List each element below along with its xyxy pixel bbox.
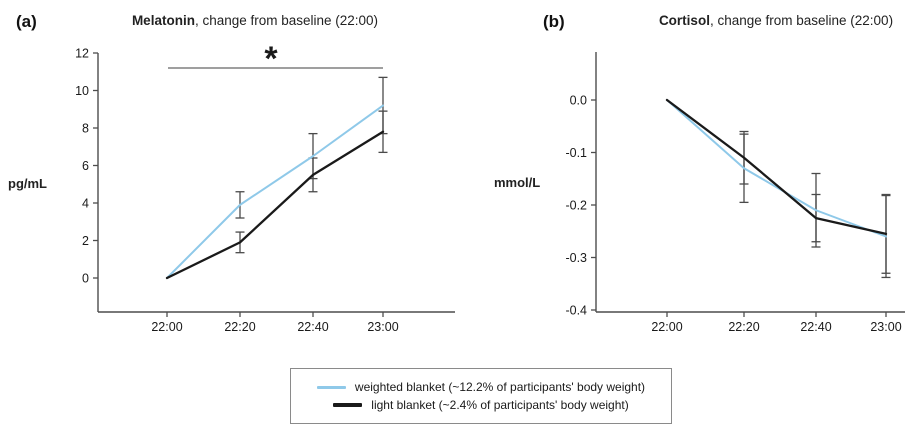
svg-text:-0.4: -0.4 [565, 304, 587, 318]
weighted-blanket-legend-label: weighted blanket (~12.2% of participants… [354, 380, 646, 394]
legend-item-weighted-blanket: weighted blanket (~12.2% of participants… [316, 380, 646, 394]
melatonin-chart: 12 10 8 6 4 2 0 22:00 22:20 22:40 23:00 * [75, 40, 455, 334]
svg-text:2: 2 [82, 234, 89, 248]
cortisol-title-desc: , change from baseline (22:00) [709, 13, 894, 28]
cortisol-y-axis-unit: mmol/L [494, 175, 541, 190]
cortisol-chart-title: Cortisol, change from baseline (22:00) [576, 13, 918, 28]
svg-text:-0.1: -0.1 [565, 146, 587, 160]
light-blanket-legend-label: light blanket (~2.4% of participants' bo… [371, 398, 629, 412]
light-blanket-line-sample [333, 403, 363, 407]
panel-label-b: (b) [543, 12, 565, 31]
cortisol-title-hormone: Cortisol [658, 13, 710, 28]
svg-text:22:00: 22:00 [651, 320, 682, 334]
svg-text:0: 0 [82, 272, 89, 286]
legend-item-light-blanket: light blanket (~2.4% of participants' bo… [333, 398, 629, 412]
svg-text:22:00: 22:00 [151, 320, 182, 334]
svg-text:22:40: 22:40 [297, 320, 328, 334]
svg-text:23:00: 23:00 [870, 320, 901, 334]
svg-text:0.0: 0.0 [570, 94, 587, 108]
svg-text:-0.3: -0.3 [565, 251, 587, 265]
legend: weighted blanket (~12.2% of participants… [290, 368, 672, 424]
cortisol-chart: 0.0 -0.1 -0.2 -0.3 -0.4 22:00 22:20 22:40 23:00 [565, 52, 905, 334]
panel-label-a: (a) [16, 12, 37, 31]
weighted-blanket-line-sample [316, 385, 346, 389]
svg-text:10: 10 [75, 84, 89, 98]
svg-text:6: 6 [82, 159, 89, 173]
melatonin-title-hormone: Melatonin [131, 13, 195, 28]
svg-text:12: 12 [75, 47, 89, 61]
svg-text:22:40: 22:40 [800, 320, 831, 334]
svg-text:22:20: 22:20 [728, 320, 759, 334]
svg-text:*: * [264, 40, 278, 78]
svg-text:-0.2: -0.2 [565, 199, 587, 213]
svg-text:23:00: 23:00 [367, 320, 398, 334]
melatonin-chart-title: Melatonin, change from baseline (22:00) [55, 13, 455, 28]
svg-text:8: 8 [82, 122, 89, 136]
melatonin-title-desc: , change from baseline (22:00) [194, 13, 379, 28]
svg-text:4: 4 [82, 197, 89, 211]
melatonin-y-axis-unit: pg/mL [8, 176, 47, 191]
svg-text:22:20: 22:20 [224, 320, 255, 334]
